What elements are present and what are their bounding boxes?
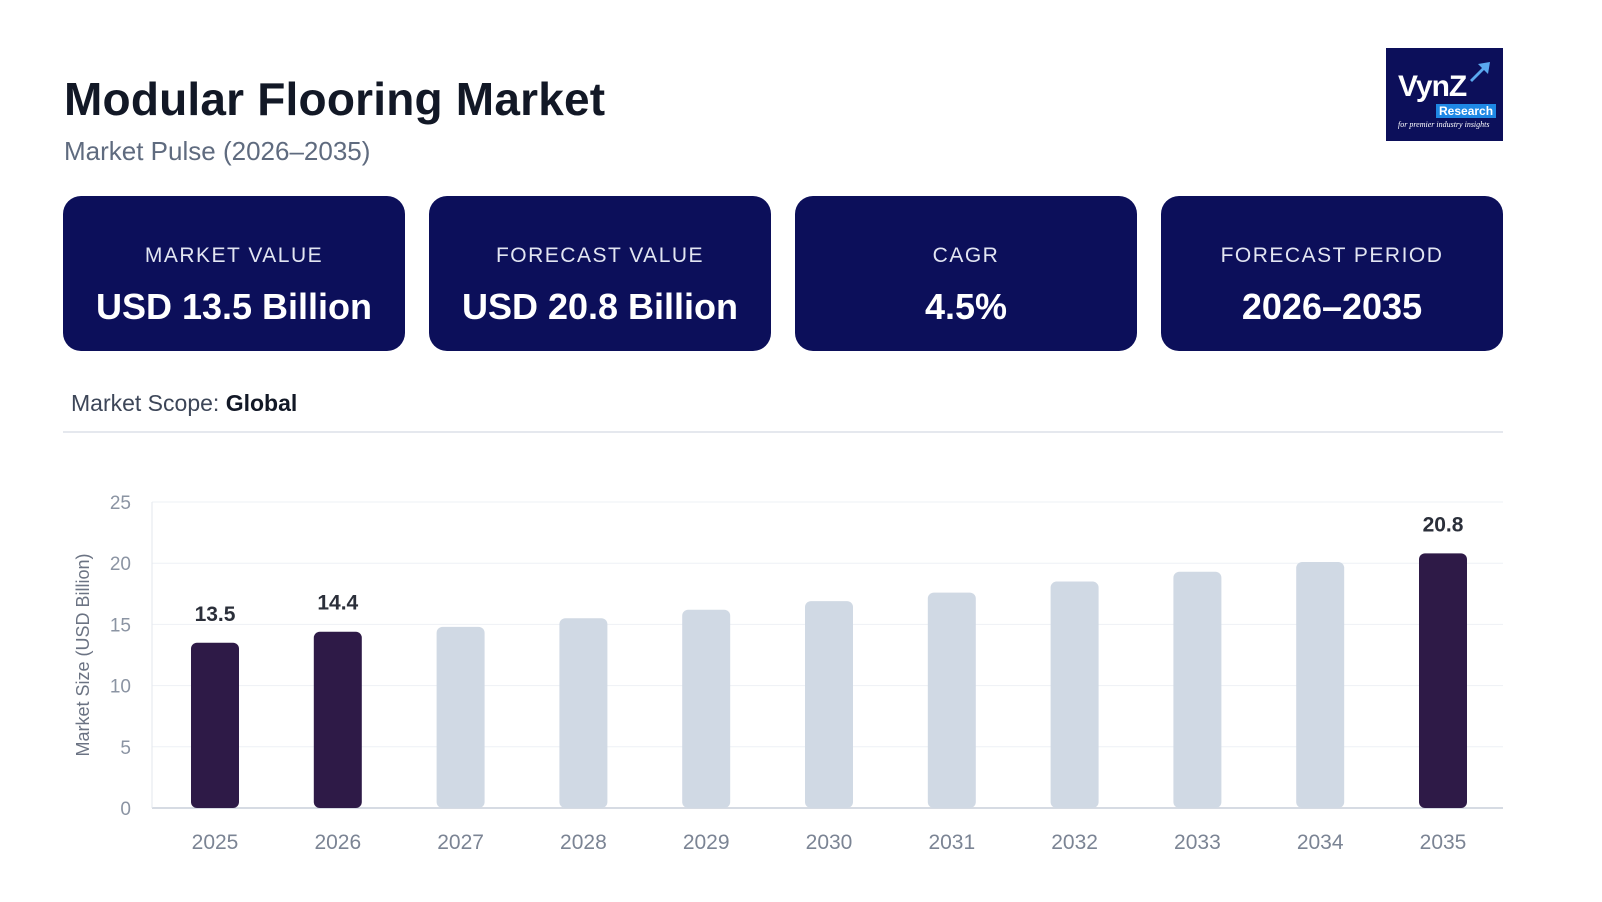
x-tick-label: 2032 [1051, 831, 1098, 854]
y-tick-label: 5 [120, 738, 131, 759]
data-label: 13.5 [195, 603, 236, 626]
y-axis-title: Market Size (USD Billion) [73, 553, 93, 756]
x-tick-label: 2030 [806, 831, 853, 854]
kpi-label: CAGR [932, 244, 1000, 267]
bar-2027 [436, 626, 485, 808]
x-tick-label: 2034 [1297, 831, 1344, 854]
logo-arrow-icon [1470, 62, 1490, 82]
kpi-value: USD 13.5 Billion [95, 286, 373, 327]
x-tick-label: 2027 [437, 831, 484, 854]
y-tick-label: 20 [110, 554, 131, 575]
logo-subtext: Research [1436, 104, 1497, 118]
y-tick-label: 0 [120, 799, 131, 820]
y-tick-label: 25 [110, 493, 131, 514]
kpi-value: 4.5% [924, 286, 1008, 327]
kpi-card-forecast-period: FORECAST PERIOD 2026–2035 [1161, 196, 1503, 351]
bar-2034 [1296, 561, 1345, 808]
kpi-value: USD 20.8 Billion [461, 286, 739, 327]
x-tick-label: 2025 [192, 831, 239, 854]
bar-2028 [559, 618, 608, 808]
bar-2032 [1050, 581, 1099, 808]
kpi-card-market-value: MARKET VALUE USD 13.5 Billion [63, 196, 405, 351]
header: Modular Flooring Market Market Pulse (20… [64, 72, 605, 167]
bar-2033 [1173, 571, 1222, 808]
logo-tagline: for premier industry insights [1398, 120, 1490, 129]
brand-logo: VynZ Research for premier industry insig… [1386, 48, 1503, 141]
market-scope: Market Scope: Global [71, 390, 297, 417]
x-tick-label: 2026 [314, 831, 361, 854]
section-divider [63, 431, 1503, 433]
bar-2030 [805, 601, 853, 808]
data-label: 14.4 [317, 592, 358, 615]
market-scope-value: Global [225, 390, 298, 416]
data-label: 20.8 [1423, 513, 1464, 536]
kpi-label: FORECAST PERIOD [1220, 244, 1444, 267]
kpi-cards: MARKET VALUE USD 13.5 Billion FORECAST V… [63, 196, 1503, 351]
x-tick-label: 2029 [683, 831, 730, 854]
kpi-label: FORECAST VALUE [495, 244, 705, 267]
kpi-label: MARKET VALUE [144, 244, 324, 267]
page-subtitle: Market Pulse (2026–2035) [64, 136, 371, 166]
x-tick-label: 2031 [928, 831, 975, 854]
x-tick-label: 2035 [1420, 831, 1467, 854]
bar-2025 [191, 642, 239, 808]
market-scope-label: Market Scope: [71, 390, 220, 416]
y-tick-label: 15 [110, 615, 131, 636]
bar-2029 [682, 609, 731, 808]
logo-wordmark: VynZ [1398, 70, 1467, 103]
page-title: Modular Flooring Market [64, 73, 606, 125]
kpi-card-cagr: CAGR 4.5% [795, 196, 1137, 351]
bar-2026 [313, 631, 362, 808]
y-tick-label: 10 [110, 677, 131, 698]
bar-2031 [927, 592, 976, 808]
x-tick-label: 2028 [560, 831, 607, 854]
kpi-value: 2026–2035 [1241, 286, 1423, 327]
bar-2035 [1419, 553, 1467, 808]
x-tick-label: 2033 [1174, 831, 1221, 854]
kpi-card-forecast-value: FORECAST VALUE USD 20.8 Billion [429, 196, 771, 351]
